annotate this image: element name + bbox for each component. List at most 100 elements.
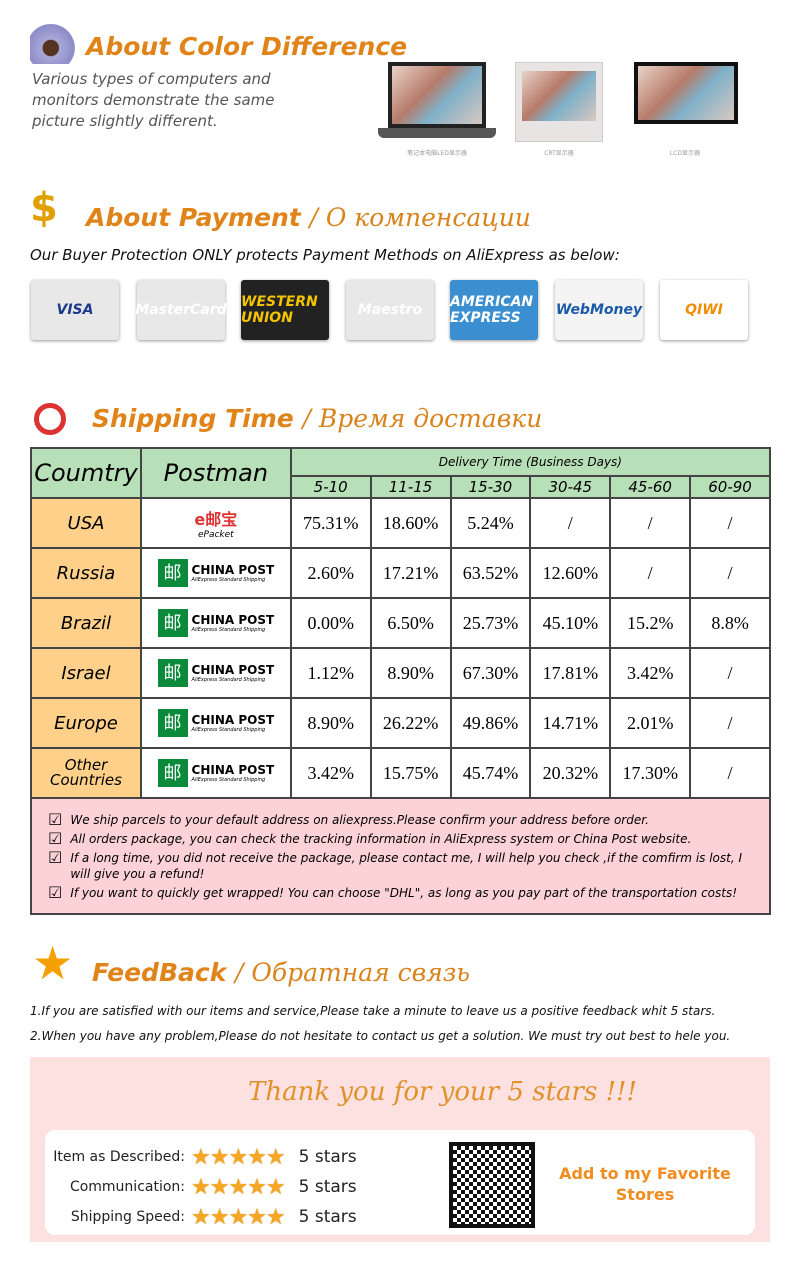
percentage-cell: / bbox=[689, 747, 771, 799]
percentage-cell: 5.24% bbox=[449, 497, 532, 549]
percentage-cell: 20.32% bbox=[529, 747, 612, 799]
percentage-cell: 8.90% bbox=[289, 697, 372, 749]
range-header: 60-90 bbox=[689, 475, 771, 499]
percentage-cell: / bbox=[689, 697, 771, 749]
percentage-cell: 8.90% bbox=[369, 647, 452, 699]
add-favorite-link[interactable]: Add to my Favorite Stores bbox=[559, 1164, 731, 1204]
postman-cell: 邮 CHINA POST AliExpress Standard Shipping bbox=[139, 547, 292, 599]
five-stars-icon: ★★★★★ bbox=[191, 1204, 286, 1230]
ratings-card: Item as Described: ★★★★★ 5 stars Communicat… bbox=[45, 1130, 755, 1235]
percentage-cell: 67.30% bbox=[449, 647, 532, 699]
payment-method-logo: MasterCard bbox=[135, 280, 227, 340]
table-row: Other Countries 邮 CHINA POST AliExpress Sta… bbox=[30, 747, 771, 799]
percentage-cell: 3.42% bbox=[609, 647, 692, 699]
color-difference-title: About Color Difference bbox=[86, 32, 408, 61]
china-post-logo-icon: 邮 bbox=[157, 759, 188, 787]
qr-code bbox=[449, 1142, 535, 1228]
percentage-cell: 0.00% bbox=[289, 597, 372, 649]
checkmark-icon: ☑ bbox=[48, 809, 63, 829]
postman-header: Postman bbox=[139, 447, 292, 499]
payment-method-logo: Maestro bbox=[346, 280, 434, 340]
table-row: Israel 邮 CHINA POST AliExpress Standard Shi… bbox=[30, 647, 771, 699]
range-header: 45-60 bbox=[609, 475, 692, 499]
percentage-cell: 45.10% bbox=[529, 597, 612, 649]
payment-method-logo: WESTERN UNION bbox=[241, 280, 329, 340]
percentage-cell: 3.42% bbox=[289, 747, 372, 799]
payment-subtitle: Our Buyer Protection ONLY protects Payme… bbox=[30, 246, 620, 264]
payment-method-logo: VISA bbox=[31, 280, 119, 340]
checkmark-icon: ☑ bbox=[48, 828, 63, 848]
thanks-text: Thank you for your 5 stars !!! bbox=[248, 1077, 637, 1107]
five-stars-icon: ★★★★★ bbox=[191, 1144, 286, 1170]
color-difference-text: Various types of computers and monitors d… bbox=[32, 70, 275, 130]
percentage-cell: / bbox=[689, 647, 771, 699]
country-cell: Israel bbox=[30, 647, 142, 699]
rating-row: Communication: ★★★★★ 5 stars bbox=[69, 1174, 357, 1200]
table-row: Europe 邮 CHINA POST AliExpress Standard Shi… bbox=[30, 697, 771, 749]
country-cell: Russia bbox=[30, 547, 142, 599]
table-row: Russia 邮 CHINA POST AliExpress Standard Shi… bbox=[30, 547, 771, 599]
crt-monitor-image bbox=[515, 62, 603, 142]
percentage-cell: 15.2% bbox=[609, 597, 692, 649]
china-post-logo-icon: 邮 bbox=[157, 609, 188, 637]
postman-cell: 邮 CHINA POST AliExpress Standard Shipping bbox=[139, 597, 292, 649]
five-stars-icon: ★★★★★ bbox=[191, 1174, 286, 1200]
percentage-cell: 15.75% bbox=[369, 747, 452, 799]
feedback-line-1: 1.If you are satisfied with our items an… bbox=[30, 1004, 716, 1018]
star-face-icon: ★ bbox=[32, 936, 74, 990]
percentage-cell: 2.01% bbox=[609, 697, 692, 749]
checkmark-icon: ☑ bbox=[48, 847, 63, 867]
feedback-line-2: 2.When you have any problem,Please do no… bbox=[30, 1029, 731, 1043]
country-header: Coumtry bbox=[30, 447, 142, 499]
china-post-logo-icon: 邮 bbox=[157, 709, 188, 737]
percentage-cell: 63.52% bbox=[449, 547, 532, 599]
percentage-cell: 2.60% bbox=[289, 547, 372, 599]
postman-cell: 邮 CHINA POST AliExpress Standard Shipping bbox=[139, 697, 292, 749]
percentage-cell: 49.86% bbox=[449, 697, 532, 749]
percentage-cell: / bbox=[609, 497, 692, 549]
percentage-cell: / bbox=[689, 547, 771, 599]
china-post-logo-icon: 邮 bbox=[157, 559, 188, 587]
checkmark-icon: ☑ bbox=[48, 882, 63, 902]
postman-cell: 邮 CHINA POST AliExpress Standard Shipping bbox=[139, 747, 292, 799]
delivery-time-header: Delivery Time (Business Days) bbox=[289, 446, 772, 478]
percentage-cell: / bbox=[689, 497, 771, 549]
range-header: 15-30 bbox=[449, 475, 532, 499]
rating-row: Item as Described: ★★★★★ 5 stars bbox=[53, 1144, 357, 1170]
shipping-time-table: Coumtry Postman Delivery Time (Business … bbox=[30, 446, 772, 915]
percentage-cell: 18.60% bbox=[369, 497, 452, 549]
rating-row: Shipping Speed: ★★★★★ 5 stars bbox=[70, 1204, 357, 1230]
table-row: USA e邮宝 ePacket 75.31% 18.60% 5.24% / / / bbox=[30, 497, 771, 549]
note-item: ☑ All orders package, you can check the t… bbox=[48, 828, 692, 848]
percentage-cell: 14.71% bbox=[529, 697, 612, 749]
country-cell: Europe bbox=[30, 697, 142, 749]
percentage-cell: 1.12% bbox=[289, 647, 372, 699]
shipping-notes: ☑ We ship parcels to your default address… bbox=[30, 797, 771, 915]
shipping-title: Shipping Time / Время доставки bbox=[92, 404, 543, 433]
note-item: ☑ If a long time, you did not receive the… bbox=[48, 847, 743, 881]
lcd-caption: LCD显示器 bbox=[669, 150, 701, 157]
payment-title: About Payment / О компенсации bbox=[86, 203, 531, 232]
epacket-logo: e邮宝 bbox=[194, 510, 238, 529]
range-header: 30-45 bbox=[529, 475, 612, 499]
laptop-caption: 笔记本电脑LED显示器 bbox=[407, 150, 467, 157]
clock-truck-icon bbox=[34, 403, 66, 435]
percentage-cell: 17.81% bbox=[529, 647, 612, 699]
crt-caption: CRT显示器 bbox=[544, 150, 574, 157]
percentage-cell: 17.21% bbox=[369, 547, 452, 599]
postman-cell: 邮 CHINA POST AliExpress Standard Shipping bbox=[139, 647, 292, 699]
payment-method-logo: QIWI bbox=[660, 280, 748, 340]
percentage-cell: / bbox=[609, 547, 692, 599]
table-row: Brazil 邮 CHINA POST AliExpress Standard Shi… bbox=[30, 597, 771, 649]
country-cell: Other Countries bbox=[30, 747, 142, 799]
percentage-cell: 17.30% bbox=[609, 747, 692, 799]
percentage-cell: 8.8% bbox=[689, 597, 771, 649]
note-item: ☑ If you want to quickly get wrapped! You… bbox=[48, 882, 738, 902]
percentage-cell: 45.74% bbox=[449, 747, 532, 799]
percentage-cell: / bbox=[529, 497, 612, 549]
lcd-monitor-image bbox=[634, 62, 738, 124]
china-post-logo-icon: 邮 bbox=[157, 659, 188, 687]
country-cell: Brazil bbox=[30, 597, 142, 649]
payment-method-logo: WebMoney bbox=[555, 280, 643, 340]
five-star-banner: Thank you for your 5 stars !!! Item as D… bbox=[30, 1057, 770, 1242]
